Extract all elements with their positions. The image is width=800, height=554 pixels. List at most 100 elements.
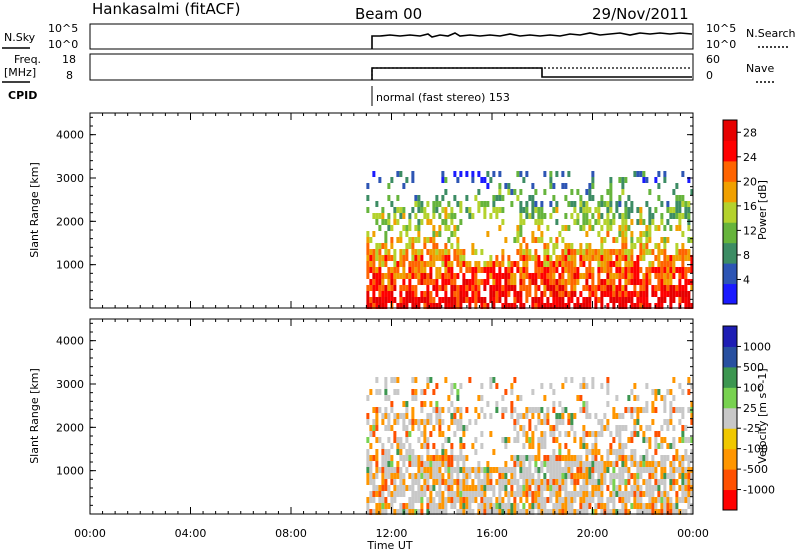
data-cell	[501, 479, 505, 485]
data-cell	[435, 479, 439, 485]
data-cell	[435, 195, 439, 201]
data-cell	[636, 255, 640, 261]
data-cell	[648, 231, 652, 237]
data-cell	[579, 225, 583, 231]
data-cell	[615, 485, 619, 491]
data-cell	[597, 497, 601, 503]
data-cell	[570, 467, 574, 473]
colorbar-segment	[723, 283, 737, 305]
data-cell	[426, 455, 430, 461]
data-cell	[609, 491, 613, 497]
data-cell	[423, 291, 427, 297]
data-cell	[513, 455, 517, 461]
data-cell	[540, 497, 544, 503]
data-cell	[480, 279, 484, 285]
data-cell	[411, 267, 415, 273]
data-cell	[531, 473, 535, 479]
data-cell	[591, 431, 595, 437]
data-cell	[408, 237, 412, 243]
data-cell	[378, 267, 382, 273]
data-cell	[441, 509, 445, 515]
data-cell	[477, 291, 481, 297]
data-cell	[519, 497, 523, 503]
data-cell	[564, 255, 568, 261]
data-cell	[423, 213, 427, 219]
data-cell	[528, 291, 532, 297]
data-cell	[417, 267, 421, 273]
data-cell	[381, 207, 385, 213]
data-cell	[495, 195, 499, 201]
data-cell	[636, 509, 640, 515]
data-cell	[411, 273, 415, 279]
data-cell	[444, 461, 448, 467]
data-cell	[522, 207, 526, 213]
data-cell	[465, 467, 469, 473]
data-cell	[444, 189, 448, 195]
data-cell	[600, 237, 604, 243]
data-cell	[453, 303, 457, 309]
data-cell	[435, 279, 439, 285]
data-cell	[411, 509, 415, 515]
data-cell	[630, 207, 634, 213]
data-cell	[645, 279, 649, 285]
data-cell	[420, 297, 424, 303]
data-cell	[381, 467, 385, 473]
data-cell	[594, 219, 598, 225]
data-cell	[507, 437, 511, 443]
data-cell	[609, 273, 613, 279]
data-cell	[561, 249, 565, 255]
data-cell	[648, 189, 652, 195]
data-cell	[522, 285, 526, 291]
data-cell	[672, 267, 676, 273]
data-cell	[666, 267, 670, 273]
data-cell	[420, 389, 424, 395]
data-cell	[372, 491, 376, 497]
data-cell	[594, 303, 598, 309]
data-cell	[525, 485, 529, 491]
data-cell	[561, 473, 565, 479]
data-cell	[441, 503, 445, 509]
colorbar-segment	[723, 242, 737, 264]
data-cell	[423, 443, 427, 449]
data-cell	[426, 413, 430, 419]
data-cell	[600, 503, 604, 509]
data-cell	[393, 213, 397, 219]
data-cell	[540, 437, 544, 443]
data-cell	[681, 485, 685, 491]
data-cell	[621, 455, 625, 461]
data-cell	[405, 401, 409, 407]
data-cell	[486, 497, 490, 503]
data-cell	[501, 467, 505, 473]
data-cell	[600, 201, 604, 207]
data-cell	[684, 467, 688, 473]
data-cell	[438, 201, 442, 207]
data-cell	[651, 261, 655, 267]
data-cell	[681, 389, 685, 395]
data-cell	[408, 225, 412, 231]
data-cell	[666, 491, 670, 497]
data-cell	[504, 237, 508, 243]
data-cell	[549, 255, 553, 261]
data-cell	[552, 473, 556, 479]
data-cell	[468, 207, 472, 213]
data-cell	[417, 461, 421, 467]
data-cell	[669, 485, 673, 491]
data-cell	[648, 473, 652, 479]
data-cell	[471, 443, 475, 449]
data-cell	[639, 231, 643, 237]
data-cell	[408, 449, 412, 455]
data-cell	[456, 419, 460, 425]
data-cell	[543, 255, 547, 261]
data-cell	[594, 449, 598, 455]
data-cell	[423, 261, 427, 267]
data-cell	[450, 273, 454, 279]
data-cell	[456, 425, 460, 431]
data-cell	[498, 171, 502, 177]
data-cell	[393, 249, 397, 255]
data-cell	[570, 497, 574, 503]
data-cell	[543, 485, 547, 491]
data-cell	[507, 303, 511, 309]
data-cell	[462, 467, 466, 473]
